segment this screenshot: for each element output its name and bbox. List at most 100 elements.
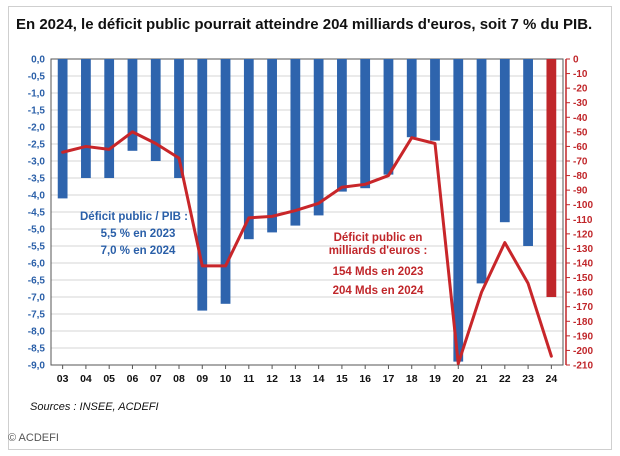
bar-20 (453, 59, 464, 362)
right-tick-label: -140 (573, 259, 593, 270)
x-tick-label: 03 (57, 373, 69, 385)
right-tick-label: -180 (573, 317, 593, 328)
bar-14 (313, 59, 324, 216)
left-tick-label: -5,5 (28, 242, 46, 253)
x-tick-label: 18 (406, 373, 418, 385)
right-tick-label: -170 (573, 302, 593, 313)
x-tick-label: 16 (359, 373, 371, 385)
bar-16 (360, 59, 371, 189)
right-tick-label: -110 (573, 215, 593, 226)
x-tick-label: 12 (266, 373, 278, 385)
bar-07 (150, 59, 161, 161)
bar-05 (104, 59, 115, 178)
left-tick-label: -0,5 (28, 72, 46, 83)
x-tick-label: 09 (196, 373, 208, 385)
x-tick-label: 08 (173, 373, 185, 385)
bar-18 (406, 59, 417, 138)
x-tick-label: 07 (150, 373, 162, 385)
bar-12 (267, 59, 277, 233)
x-tick-label: 11 (243, 373, 254, 385)
left-tick-label: -7,5 (28, 310, 46, 321)
annotation-md-line2: milliards d'euros : (328, 245, 428, 257)
plot-border (50, 58, 564, 366)
right-tick-label: 0 (573, 55, 579, 66)
x-tick-label: 20 (452, 373, 464, 385)
x-tick-label: 24 (546, 373, 558, 385)
x-tick-label: 21 (476, 373, 488, 385)
x-tick-label: 10 (220, 373, 232, 385)
bar-04 (81, 59, 91, 178)
annotation-pib-line3: 7,0 % en 2024 (100, 245, 176, 257)
bar-03 (57, 59, 68, 199)
right-tick-label: -200 (573, 346, 593, 357)
x-tick-label: 19 (429, 373, 441, 385)
right-tick-label: -100 (573, 200, 593, 211)
bar-19 (430, 59, 440, 141)
right-tick-label: -80 (573, 171, 588, 182)
right-tick-label: -90 (573, 186, 588, 197)
right-tick-label: -50 (573, 127, 588, 138)
right-tick-label: -120 (573, 229, 593, 240)
bar-09 (197, 59, 208, 311)
right-tick-label: -10 (573, 69, 588, 80)
annotation-deficit-pib: Déficit public / PIB : 5,5 % en 2023 7,0… (80, 209, 196, 260)
right-tick-label: -60 (573, 142, 588, 153)
right-tick-label: -190 (573, 331, 593, 342)
left-tick-label: -1,0 (28, 89, 46, 100)
left-tick-label: -2,0 (28, 123, 46, 134)
x-tick-label: 05 (103, 373, 115, 385)
annotation-md-line4: 204 Mds en 2024 (332, 285, 424, 297)
x-tick-label: 23 (522, 373, 534, 385)
chart-frame (8, 6, 612, 450)
annotation-pib-line2: 5,5 % en 2023 (100, 228, 176, 240)
left-tick-label: -3,5 (28, 174, 46, 185)
bar-11 (243, 59, 254, 240)
deficit-line (61, 130, 553, 366)
left-tick-label: -4,5 (28, 208, 46, 219)
chart-source: Sources : INSEE, ACDEFI (30, 401, 159, 413)
bar-13 (290, 59, 301, 226)
left-tick-label: -3,0 (28, 157, 46, 168)
right-tick-label: -20 (573, 84, 588, 95)
annotation-md-line3: 154 Mds en 2023 (332, 266, 424, 278)
left-tick-label: -8,0 (28, 327, 46, 338)
bar-21 (476, 59, 487, 284)
right-tick-label: -160 (573, 288, 593, 299)
annotation-deficit-milliards: Déficit public en milliards d'euros : 15… (318, 232, 438, 300)
right-tick-label: -70 (573, 157, 588, 168)
right-tick-label: -130 (573, 244, 593, 255)
bar-17 (383, 59, 394, 175)
left-tick-label: -6,5 (28, 276, 46, 287)
left-tick-label: -4,0 (28, 191, 46, 202)
bar-06 (127, 59, 138, 151)
bar-24 (546, 59, 557, 297)
x-tick-label: 14 (313, 373, 325, 385)
bar-23 (523, 59, 533, 246)
left-tick-label: -7,0 (28, 293, 46, 304)
x-tick-label: 13 (290, 373, 302, 385)
left-tick-label: 0,0 (31, 55, 45, 66)
left-tick-label: -9,0 (28, 361, 46, 372)
bar-10 (220, 59, 231, 304)
right-tick-label: -150 (573, 273, 593, 284)
copyright-notice: © ACDEFI (8, 432, 59, 444)
bar-08 (174, 59, 184, 178)
x-tick-label: 04 (80, 373, 92, 385)
chart-title: En 2024, le déficit public pourrait atte… (16, 16, 593, 33)
left-tick-label: -8,5 (28, 344, 46, 355)
bar-22 (499, 59, 510, 223)
right-tick-label: -210 (573, 361, 593, 372)
annotation-pib-line1: Déficit public / PIB : (80, 211, 188, 223)
x-tick-label: 22 (499, 373, 511, 385)
left-tick-label: -2,5 (28, 140, 46, 151)
x-tick-label: 17 (383, 373, 395, 385)
left-tick-label: -5,0 (28, 225, 46, 236)
x-tick-label: 06 (127, 373, 139, 385)
bar-15 (337, 59, 347, 192)
left-tick-label: -6,0 (28, 259, 46, 270)
annotation-md-line1: Déficit public en (333, 232, 423, 244)
left-tick-label: -1,5 (28, 106, 46, 117)
right-tick-label: -30 (573, 98, 588, 109)
right-tick-label: -40 (573, 113, 588, 124)
